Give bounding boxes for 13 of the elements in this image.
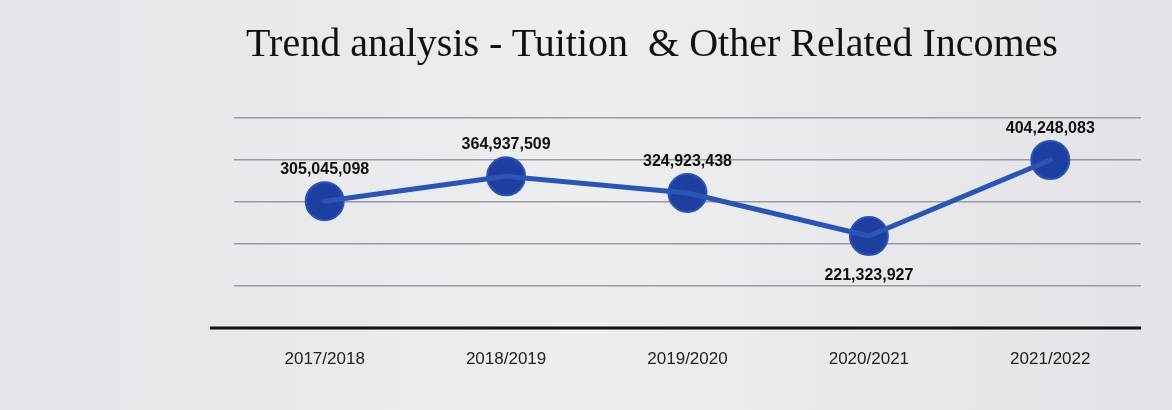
x-tick-label: 2020/2021 xyxy=(828,349,910,368)
data-label: 364,937,509 xyxy=(461,135,551,153)
x-tick-label: 2019/2020 xyxy=(647,349,728,368)
data-label: 305,045,098 xyxy=(280,160,370,178)
data-label: 221,323,927 xyxy=(824,266,914,284)
x-tick-label: 2021/2022 xyxy=(1010,349,1091,368)
data-label: 404,248,083 xyxy=(1005,119,1095,136)
data-label: 324,923,438 xyxy=(643,151,733,169)
point xyxy=(1030,140,1071,180)
chart-title: Trend analysis - Tuition & Other Related Incomes xyxy=(246,20,1058,65)
x-tick-label: 2018/2019 xyxy=(465,349,547,368)
x-tick-label: 2017/2018 xyxy=(284,349,365,368)
point xyxy=(304,181,345,222)
